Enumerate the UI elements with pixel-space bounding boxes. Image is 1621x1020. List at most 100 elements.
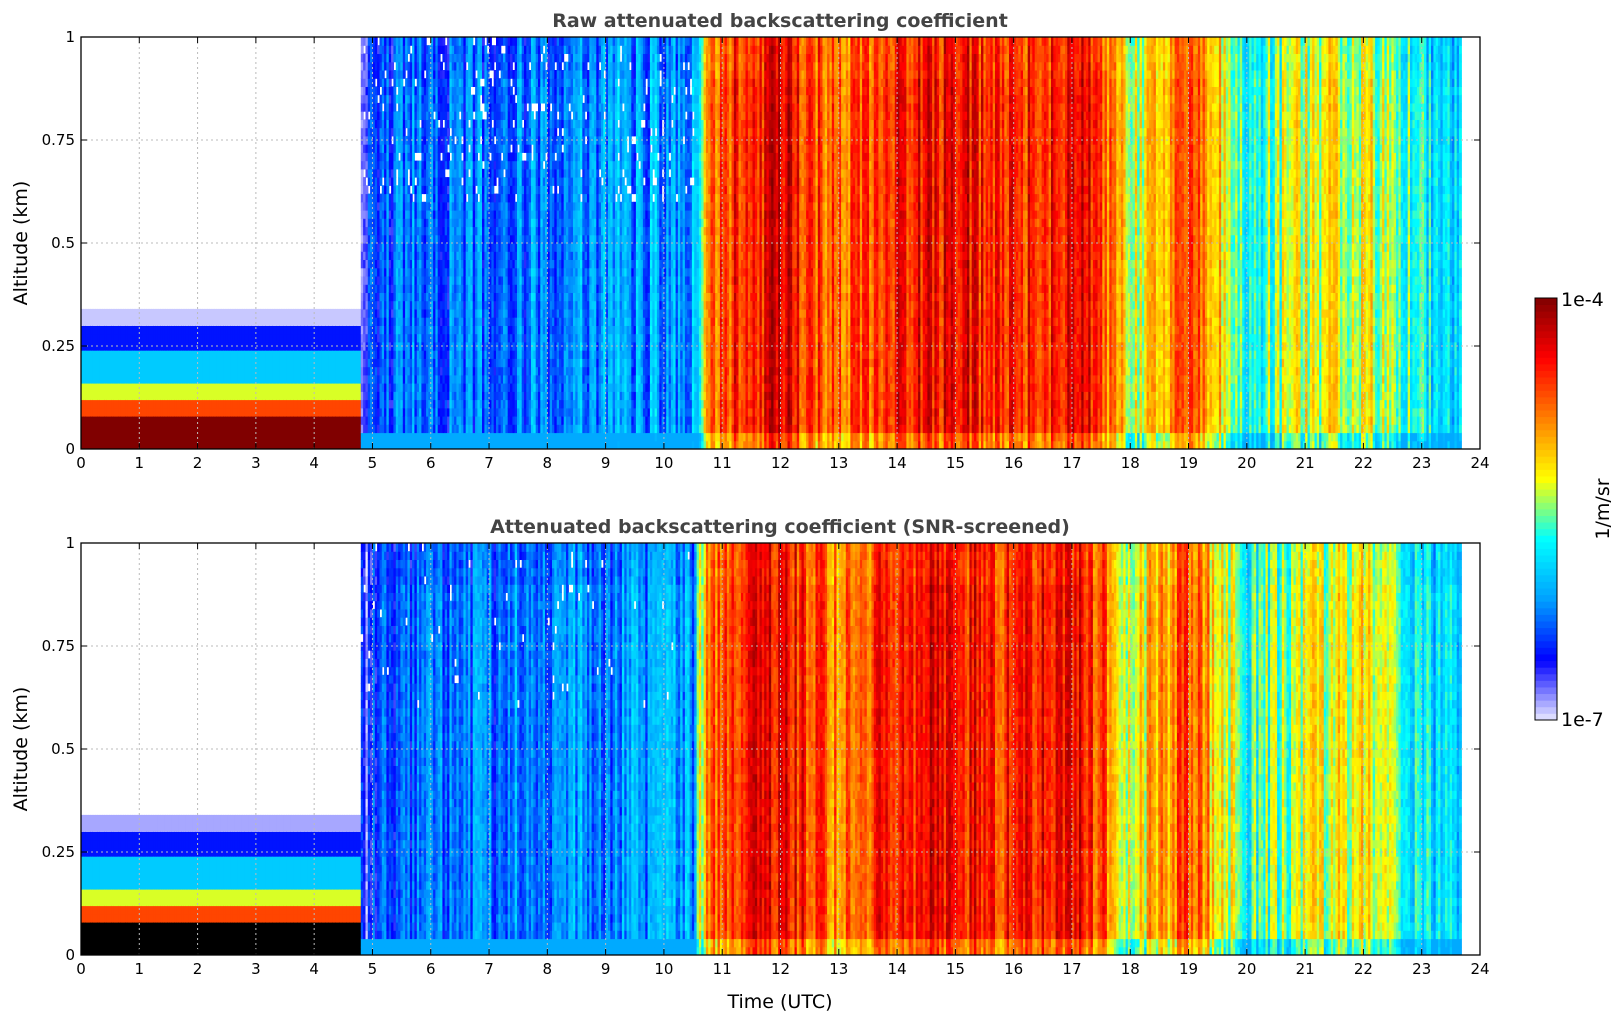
heatmap-cell: [367, 341, 371, 351]
heatmap-cell: [169, 308, 173, 318]
heatmap-cell: [167, 407, 171, 417]
heatmap-cell: [134, 399, 138, 409]
heatmap-cell: [81, 350, 84, 359]
heatmap-cell: [465, 119, 469, 129]
heatmap-cell: [92, 374, 96, 384]
heatmap-cell: [185, 350, 189, 359]
heatmap-cell: [379, 160, 383, 170]
heatmap-cell: [365, 193, 369, 203]
heatmap-cell: [367, 210, 371, 219]
heatmap-cell: [339, 358, 343, 368]
heatmap-cell: [248, 407, 252, 417]
heatmap-cell: [381, 325, 385, 335]
heatmap-cell: [316, 350, 320, 359]
heatmap-cell: [297, 350, 301, 359]
heatmap-cell: [211, 374, 215, 384]
heatmap-cell: [316, 308, 320, 318]
heatmap-cell: [363, 78, 366, 87]
heatmap-cell: [258, 416, 262, 425]
heatmap-cell: [328, 399, 332, 409]
heatmap-cell: [302, 325, 306, 335]
heatmap-cell: [160, 424, 164, 434]
heatmap-cell: [239, 407, 243, 417]
heatmap-cell: [188, 416, 192, 425]
heatmap-cell: [297, 416, 301, 425]
heatmap-cell: [344, 391, 348, 401]
heatmap-cell: [365, 243, 369, 252]
heatmap-cell: [360, 201, 364, 211]
heatmap-cell: [174, 391, 178, 401]
heatmap-cell: [372, 102, 376, 112]
heatmap-cell: [195, 325, 199, 335]
heatmap-cell: [223, 317, 227, 326]
heatmap-cell: [109, 366, 112, 376]
heatmap-cell: [356, 317, 359, 326]
heatmap-cell: [384, 135, 387, 145]
heatmap-cell: [304, 432, 308, 442]
heatmap-cell: [153, 333, 157, 343]
heatmap-cell: [199, 317, 203, 326]
heatmap-cell: [90, 440, 94, 449]
heatmap-cell: [374, 94, 378, 104]
heatmap-cell: [290, 350, 294, 359]
heatmap-cell: [246, 432, 250, 442]
heatmap-cell: [281, 325, 285, 335]
heatmap-cell: [183, 440, 187, 449]
heatmap-cell: [220, 440, 224, 449]
heatmap-cell: [244, 407, 248, 417]
heatmap-cell: [185, 374, 189, 384]
heatmap-cell: [262, 341, 266, 351]
heatmap-cell: [267, 440, 271, 449]
heatmap-cell: [302, 333, 306, 343]
heatmap-cell: [269, 308, 273, 318]
heatmap-cell: [111, 391, 115, 401]
heatmap-cell: [241, 374, 245, 384]
heatmap-cell: [274, 325, 278, 335]
heatmap-cell: [190, 399, 194, 409]
heatmap-cell: [88, 432, 91, 442]
heatmap-cell: [279, 358, 283, 368]
heatmap-cell: [113, 358, 117, 368]
heatmap-cell: [300, 325, 304, 335]
heatmap-cell: [116, 333, 119, 343]
heatmap-cell: [447, 127, 450, 137]
heatmap-cell: [220, 407, 224, 417]
heatmap-cell: [225, 440, 229, 449]
heatmap-cell: [381, 144, 385, 153]
heatmap-cell: [109, 341, 112, 351]
heatmap-cell: [197, 366, 201, 376]
heatmap-cell: [342, 308, 345, 318]
heatmap-cell: [363, 374, 366, 384]
heatmap-cell: [253, 383, 257, 392]
heatmap-cell: [104, 424, 108, 434]
heatmap-cell: [344, 416, 348, 425]
heatmap-cell: [137, 317, 140, 326]
heatmap-cell: [251, 391, 255, 401]
heatmap-cell: [139, 432, 143, 442]
heatmap-cell: [372, 251, 376, 260]
heatmap-cell: [407, 45, 411, 54]
heatmap-cell: [95, 432, 98, 442]
heatmap-cell: [365, 374, 369, 384]
heatmap-cell: [363, 61, 366, 71]
heatmap-cell: [199, 358, 203, 368]
heatmap-cell: [251, 366, 255, 376]
heatmap-cell: [379, 201, 383, 211]
heatmap-cell: [269, 407, 273, 417]
heatmap-cell: [244, 374, 248, 384]
heatmap-cell: [367, 424, 371, 434]
heatmap-cell: [234, 383, 238, 392]
heatmap-cell: [99, 325, 103, 335]
heatmap-cell: [297, 358, 301, 368]
heatmap-cell: [130, 317, 133, 326]
heatmap-cell: [267, 341, 271, 351]
heatmap-cell: [286, 399, 290, 409]
heatmap-cell: [290, 416, 294, 425]
heatmap-cell: [195, 383, 199, 392]
heatmap-cell: [127, 416, 131, 425]
heatmap-cell: [351, 399, 355, 409]
heatmap-cell: [381, 259, 385, 269]
heatmap-cell: [218, 341, 222, 351]
heatmap-cell: [288, 424, 292, 434]
heatmap-cell: [337, 333, 341, 343]
